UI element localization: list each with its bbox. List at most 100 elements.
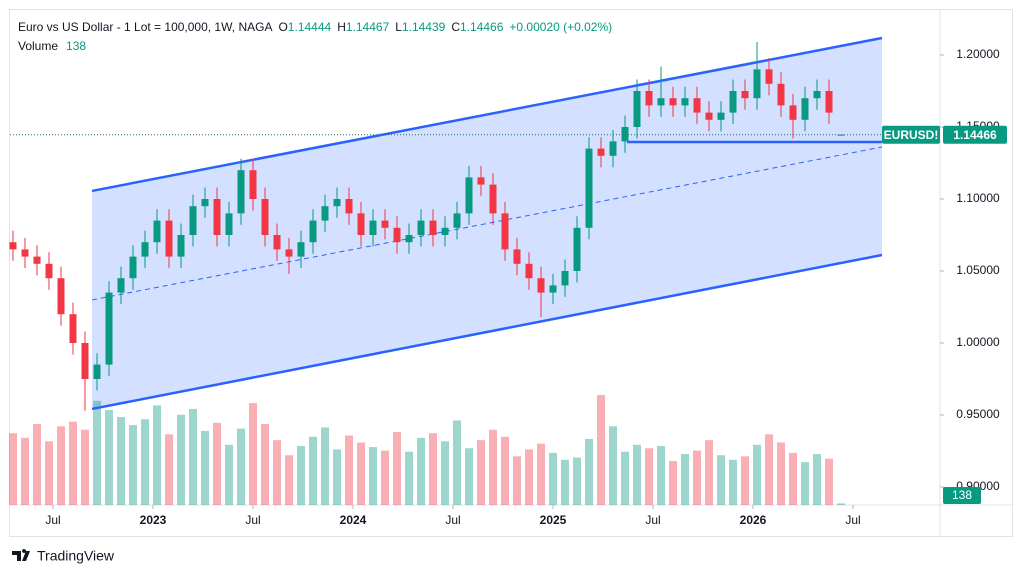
symbol-name: Euro vs US Dollar - 1 Lot = 100,000, 1W,… (18, 20, 272, 34)
candle-body (501, 213, 509, 250)
candle-body (273, 235, 281, 250)
candle-body (165, 220, 173, 257)
candle (717, 101, 725, 132)
candle (633, 79, 641, 139)
candle-body (549, 285, 557, 293)
candle-body (105, 292, 113, 365)
volume-bar (417, 437, 425, 505)
price-tag-label: 1.14466 (953, 128, 997, 142)
volume-label: Volume (18, 39, 58, 53)
candle (465, 165, 473, 225)
candle (357, 201, 365, 247)
volume-bar (213, 422, 221, 505)
volume-bar (657, 445, 665, 505)
volume-bar (801, 462, 809, 505)
volume-bar (225, 444, 233, 505)
candle (609, 129, 617, 168)
candle-body (381, 220, 389, 228)
volume-bar (537, 443, 545, 505)
volume-bar (777, 442, 785, 505)
candle (261, 187, 269, 247)
volume-bar (177, 414, 185, 505)
candle-body (453, 213, 461, 228)
candle (501, 201, 509, 261)
footer-brand: TradingView (37, 548, 115, 564)
candle-body (561, 271, 569, 286)
candle-body (81, 343, 89, 379)
volume-bar (9, 433, 17, 505)
volume-bar (573, 457, 581, 505)
volume-bar (321, 427, 329, 505)
plot-area: 0.900000.950001.000001.050001.100001.150… (9, 36, 1000, 527)
volume-bar (813, 454, 821, 505)
candle (237, 158, 245, 225)
candle (45, 252, 53, 290)
candle-body (117, 278, 125, 293)
candle (669, 86, 677, 117)
candle (381, 209, 389, 240)
candle (321, 194, 329, 233)
price-tag (943, 125, 1007, 144)
volume-bar (765, 434, 773, 505)
candle (573, 216, 581, 283)
candle (249, 158, 257, 211)
candle (273, 223, 281, 261)
ohlc-label: L (395, 20, 402, 34)
candle-body (177, 235, 185, 257)
candle-body (405, 235, 413, 243)
volume-bar (165, 434, 173, 505)
candle (153, 209, 161, 254)
candle-body (717, 112, 725, 120)
volume-bar (357, 442, 365, 505)
volume-bar (297, 445, 305, 505)
candle (117, 266, 125, 305)
candle-body (417, 220, 425, 235)
candle (225, 201, 233, 247)
y-tick-label: 0.95000 (956, 407, 1000, 421)
volume-bar (21, 437, 29, 505)
volume-bar (585, 439, 593, 505)
overlay: EURUSD! 1.14466 138 Euro vs US Dollar - 1 L… (10, 20, 1007, 504)
ohlc-label: C (451, 20, 460, 34)
volume-bar (393, 432, 401, 505)
candle-body (525, 263, 533, 279)
logo-icon (12, 549, 30, 561)
candle (57, 266, 65, 326)
candle-body (237, 170, 245, 214)
volume-bar (249, 403, 257, 505)
volume-bar (693, 450, 701, 505)
candle-body (573, 227, 581, 271)
candle-body (693, 98, 701, 113)
candle (489, 173, 497, 225)
volume-bar (261, 423, 269, 505)
candle (585, 137, 593, 240)
volume-bar (153, 405, 161, 505)
x-tick-label: Jul (245, 513, 260, 527)
candle-body (153, 220, 161, 243)
candle (81, 331, 89, 411)
x-tick-label: Jul (645, 513, 660, 527)
volume-bar (753, 444, 761, 505)
candle-body (441, 227, 449, 235)
candle-body (213, 199, 221, 235)
y-tick-label: 1.05000 (956, 263, 1000, 277)
candle-body (189, 206, 197, 235)
candle-body (285, 249, 293, 257)
candle (165, 209, 173, 269)
candle-body (465, 177, 473, 214)
volume-bar (837, 503, 845, 505)
ohlc-label: O (278, 20, 287, 34)
candle-body (729, 91, 737, 113)
channel-upper (91, 36, 883, 193)
symbol-tag (882, 125, 940, 144)
candle-body (753, 69, 761, 99)
candle (285, 237, 293, 274)
candle-body (249, 170, 257, 199)
candle (741, 79, 749, 110)
volume-tag (943, 487, 981, 504)
candle (477, 165, 485, 197)
volume-bar (705, 440, 713, 505)
volume-bar (789, 452, 797, 505)
candle-body (57, 278, 65, 315)
candle (369, 209, 377, 247)
